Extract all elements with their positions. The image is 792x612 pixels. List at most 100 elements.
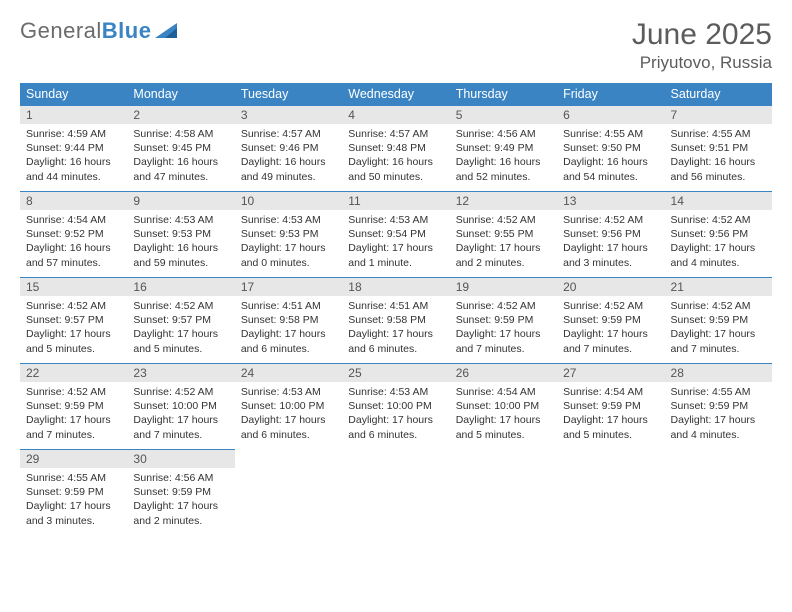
day-details: Sunrise: 4:55 AMSunset: 9:59 PMDaylight:… [20,468,127,532]
day-details: Sunrise: 4:57 AMSunset: 9:48 PMDaylight:… [342,124,449,188]
day-cell: 1Sunrise: 4:59 AMSunset: 9:44 PMDaylight… [20,105,127,191]
weekday-header: Wednesday [342,83,449,105]
day-cell: 18Sunrise: 4:51 AMSunset: 9:58 PMDayligh… [342,277,449,363]
day-number: 1 [20,105,127,124]
calendar-table: SundayMondayTuesdayWednesdayThursdayFrid… [20,83,772,535]
day-details: Sunrise: 4:52 AMSunset: 10:00 PMDaylight… [127,382,234,446]
day-cell: 6Sunrise: 4:55 AMSunset: 9:50 PMDaylight… [557,105,664,191]
day-number: 26 [450,363,557,382]
day-number: 16 [127,277,234,296]
day-details: Sunrise: 4:59 AMSunset: 9:44 PMDaylight:… [20,124,127,188]
day-number: 15 [20,277,127,296]
day-details: Sunrise: 4:57 AMSunset: 9:46 PMDaylight:… [235,124,342,188]
weekday-header: Thursday [450,83,557,105]
brand-blue: Blue [102,18,152,43]
weekday-header: Tuesday [235,83,342,105]
calendar-body: 1Sunrise: 4:59 AMSunset: 9:44 PMDaylight… [20,105,772,535]
day-cell: 17Sunrise: 4:51 AMSunset: 9:58 PMDayligh… [235,277,342,363]
day-number: 22 [20,363,127,382]
calendar-row: 1Sunrise: 4:59 AMSunset: 9:44 PMDaylight… [20,105,772,191]
weekday-header: Sunday [20,83,127,105]
day-number: 4 [342,105,449,124]
day-number: 9 [127,191,234,210]
day-cell: 7Sunrise: 4:55 AMSunset: 9:51 PMDaylight… [665,105,772,191]
day-cell: 9Sunrise: 4:53 AMSunset: 9:53 PMDaylight… [127,191,234,277]
day-cell: 24Sunrise: 4:53 AMSunset: 10:00 PMDaylig… [235,363,342,449]
day-details: Sunrise: 4:54 AMSunset: 9:59 PMDaylight:… [557,382,664,446]
day-number: 11 [342,191,449,210]
day-number: 12 [450,191,557,210]
day-cell: 22Sunrise: 4:52 AMSunset: 9:59 PMDayligh… [20,363,127,449]
day-cell: 19Sunrise: 4:52 AMSunset: 9:59 PMDayligh… [450,277,557,363]
day-details: Sunrise: 4:53 AMSunset: 9:54 PMDaylight:… [342,210,449,274]
day-details: Sunrise: 4:53 AMSunset: 10:00 PMDaylight… [342,382,449,446]
title-block: June 2025 Priyutovo, Russia [632,18,772,73]
calendar-row: 29Sunrise: 4:55 AMSunset: 9:59 PMDayligh… [20,449,772,535]
day-number: 23 [127,363,234,382]
day-cell: 3Sunrise: 4:57 AMSunset: 9:46 PMDaylight… [235,105,342,191]
day-cell: 5Sunrise: 4:56 AMSunset: 9:49 PMDaylight… [450,105,557,191]
calendar-row: 8Sunrise: 4:54 AMSunset: 9:52 PMDaylight… [20,191,772,277]
day-number: 19 [450,277,557,296]
day-cell: 15Sunrise: 4:52 AMSunset: 9:57 PMDayligh… [20,277,127,363]
day-details: Sunrise: 4:52 AMSunset: 9:56 PMDaylight:… [665,210,772,274]
day-details: Sunrise: 4:53 AMSunset: 9:53 PMDaylight:… [235,210,342,274]
calendar-row: 15Sunrise: 4:52 AMSunset: 9:57 PMDayligh… [20,277,772,363]
day-number: 10 [235,191,342,210]
day-cell: 28Sunrise: 4:55 AMSunset: 9:59 PMDayligh… [665,363,772,449]
day-details: Sunrise: 4:53 AMSunset: 9:53 PMDaylight:… [127,210,234,274]
empty-cell [450,449,557,535]
day-details: Sunrise: 4:54 AMSunset: 10:00 PMDaylight… [450,382,557,446]
day-details: Sunrise: 4:54 AMSunset: 9:52 PMDaylight:… [20,210,127,274]
brand-general: General [20,18,102,43]
day-cell: 13Sunrise: 4:52 AMSunset: 9:56 PMDayligh… [557,191,664,277]
location-label: Priyutovo, Russia [632,53,772,73]
day-cell: 16Sunrise: 4:52 AMSunset: 9:57 PMDayligh… [127,277,234,363]
day-cell: 26Sunrise: 4:54 AMSunset: 10:00 PMDaylig… [450,363,557,449]
day-cell: 27Sunrise: 4:54 AMSunset: 9:59 PMDayligh… [557,363,664,449]
day-number: 25 [342,363,449,382]
day-number: 20 [557,277,664,296]
page-header: GeneralBlue June 2025 Priyutovo, Russia [20,18,772,73]
day-details: Sunrise: 4:56 AMSunset: 9:59 PMDaylight:… [127,468,234,532]
day-cell: 8Sunrise: 4:54 AMSunset: 9:52 PMDaylight… [20,191,127,277]
day-number: 8 [20,191,127,210]
day-details: Sunrise: 4:56 AMSunset: 9:49 PMDaylight:… [450,124,557,188]
day-cell: 30Sunrise: 4:56 AMSunset: 9:59 PMDayligh… [127,449,234,535]
calendar-header-row: SundayMondayTuesdayWednesdayThursdayFrid… [20,83,772,105]
day-cell: 29Sunrise: 4:55 AMSunset: 9:59 PMDayligh… [20,449,127,535]
day-details: Sunrise: 4:52 AMSunset: 9:59 PMDaylight:… [665,296,772,360]
day-number: 28 [665,363,772,382]
day-number: 29 [20,449,127,468]
day-details: Sunrise: 4:52 AMSunset: 9:59 PMDaylight:… [20,382,127,446]
day-cell: 21Sunrise: 4:52 AMSunset: 9:59 PMDayligh… [665,277,772,363]
brand-logo: GeneralBlue [20,18,181,44]
day-details: Sunrise: 4:55 AMSunset: 9:51 PMDaylight:… [665,124,772,188]
month-title: June 2025 [632,18,772,51]
day-number: 13 [557,191,664,210]
day-details: Sunrise: 4:51 AMSunset: 9:58 PMDaylight:… [235,296,342,360]
day-details: Sunrise: 4:58 AMSunset: 9:45 PMDaylight:… [127,124,234,188]
day-cell: 10Sunrise: 4:53 AMSunset: 9:53 PMDayligh… [235,191,342,277]
calendar-row: 22Sunrise: 4:52 AMSunset: 9:59 PMDayligh… [20,363,772,449]
day-number: 27 [557,363,664,382]
empty-cell [342,449,449,535]
day-details: Sunrise: 4:52 AMSunset: 9:55 PMDaylight:… [450,210,557,274]
day-number: 5 [450,105,557,124]
day-details: Sunrise: 4:51 AMSunset: 9:58 PMDaylight:… [342,296,449,360]
day-number: 18 [342,277,449,296]
empty-cell [557,449,664,535]
day-cell: 20Sunrise: 4:52 AMSunset: 9:59 PMDayligh… [557,277,664,363]
weekday-header: Saturday [665,83,772,105]
weekday-header: Friday [557,83,664,105]
day-cell: 25Sunrise: 4:53 AMSunset: 10:00 PMDaylig… [342,363,449,449]
day-number: 24 [235,363,342,382]
day-cell: 11Sunrise: 4:53 AMSunset: 9:54 PMDayligh… [342,191,449,277]
day-number: 3 [235,105,342,124]
day-number: 17 [235,277,342,296]
empty-cell [235,449,342,535]
day-details: Sunrise: 4:52 AMSunset: 9:59 PMDaylight:… [557,296,664,360]
day-number: 2 [127,105,234,124]
day-details: Sunrise: 4:52 AMSunset: 9:57 PMDaylight:… [20,296,127,360]
day-cell: 23Sunrise: 4:52 AMSunset: 10:00 PMDaylig… [127,363,234,449]
